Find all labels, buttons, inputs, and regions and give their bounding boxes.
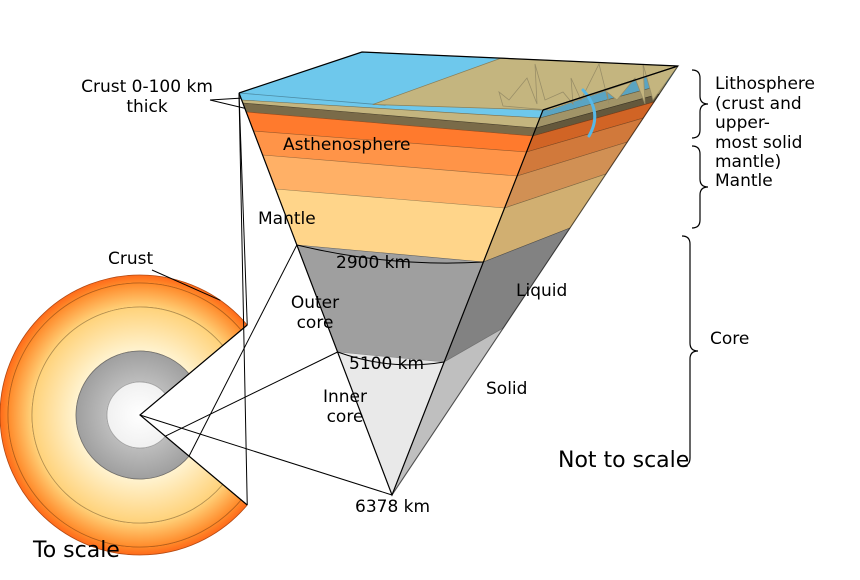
mantle-side-label: Mantle xyxy=(715,172,773,192)
bracket xyxy=(682,236,698,466)
depth-6378-label: 6378 km xyxy=(355,498,430,518)
bracket xyxy=(692,146,708,228)
mantle-front-label: Mantle xyxy=(258,210,316,230)
core-side-label: Core xyxy=(710,330,749,350)
depth-2900-label: 2900 km xyxy=(336,254,411,274)
to-scale-caption: To scale xyxy=(33,538,120,563)
bracket xyxy=(692,70,708,138)
liquid-label: Liquid xyxy=(516,282,567,302)
crust-arc-label: Crust xyxy=(108,250,153,270)
lithosphere-label: Lithosphere (crust and upper- most solid… xyxy=(715,75,860,173)
outer-core-label: Outercore xyxy=(285,294,345,333)
depth-5100-label: 5100 km xyxy=(349,355,424,375)
inner-core-label: Innercore xyxy=(315,388,375,427)
crust-thickness-label: Crust 0-100 km thick xyxy=(62,78,232,117)
asthenosphere-label: Asthenosphere xyxy=(283,136,411,156)
wedge-diagram xyxy=(239,52,678,495)
not-to-scale-caption: Not to scale xyxy=(558,448,689,473)
solid-label: Solid xyxy=(486,380,527,400)
